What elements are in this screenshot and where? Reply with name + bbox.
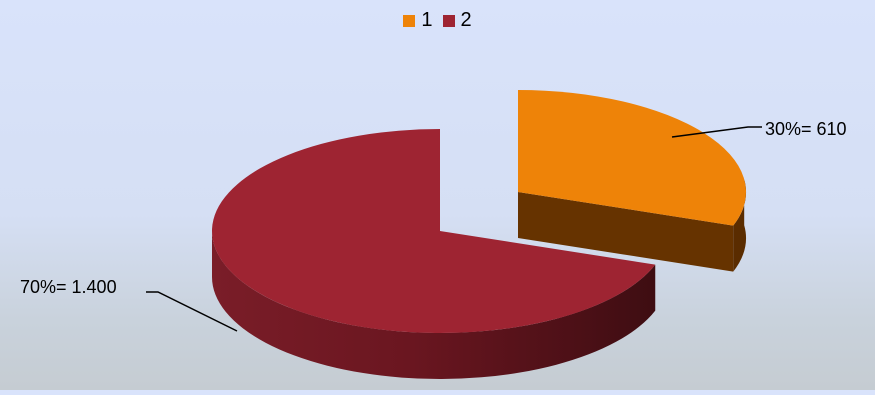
slice-1-edge (733, 179, 746, 272)
legend-label-2: 2 (460, 9, 472, 31)
data-label-slice-1: 30%= 610 (765, 119, 847, 139)
legend-label-1: 1 (421, 9, 433, 31)
slice-2-side (212, 231, 656, 379)
leader-line-slice-2 (146, 291, 238, 332)
slice-1 (518, 90, 746, 226)
legend-swatch-1 (403, 14, 416, 27)
legend-item-1: 1 (403, 9, 433, 32)
leader-line-slice-1 (671, 126, 762, 138)
legend: 1 2 (0, 9, 875, 32)
legend-swatch-2 (442, 14, 455, 27)
slice-1-side (518, 192, 734, 272)
legend-item-2: 2 (442, 9, 472, 32)
data-label-slice-2: 70%= 1.400 (20, 277, 117, 297)
slice-2 (211, 129, 656, 334)
